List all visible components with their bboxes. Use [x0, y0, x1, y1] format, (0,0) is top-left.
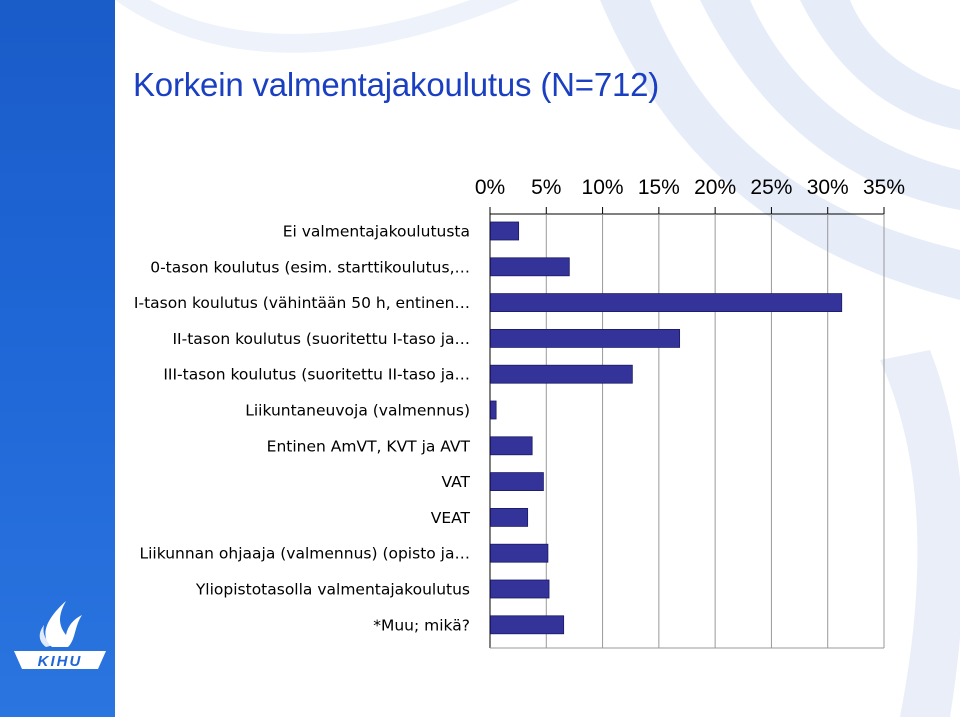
category-label-1: 0-tason koulutus (esim. starttikoulutus,…: [150, 258, 470, 276]
category-label-3: II-tason koulutus (suoritettu I-taso ja…: [172, 330, 470, 348]
category-label-8: VEAT: [431, 509, 471, 527]
bar-1: [490, 257, 570, 277]
grid-lines: [489, 213, 885, 649]
bar-6: [490, 436, 533, 456]
tick-label-0: 0%: [475, 176, 505, 199]
tick-label-10: 10%: [582, 176, 624, 199]
tick-label-15: 15%: [638, 176, 680, 199]
bar-4: [490, 364, 633, 384]
bar-11: [490, 615, 565, 635]
bar-7: [490, 472, 544, 492]
bar-2: [490, 293, 843, 313]
category-label-4: III-tason koulutus (suoritettu II-taso j…: [163, 366, 470, 384]
category-label-5: Liikuntaneuvoja (valmennus): [245, 402, 470, 420]
category-label-9: Liikunnan ohjaaja (valmennus) (opisto ja…: [139, 545, 470, 563]
category-label-0: Ei valmentajakoulutusta: [283, 223, 470, 241]
logo-text: KIHU: [38, 653, 83, 670]
bars: [490, 221, 843, 635]
left-blue-band: [0, 0, 115, 717]
category-label-6: Entinen AmVT, KVT ja AVT: [267, 437, 471, 455]
bar-3: [490, 328, 681, 348]
category-labels: Ei valmentajakoulutusta 0-tason koulutus …: [134, 223, 471, 635]
bar-10: [490, 579, 550, 599]
bar-5: [490, 400, 497, 420]
kihu-logo: KIHU: [14, 601, 106, 670]
x-axis-ticks: 0% 5% 10% 15% 20% 25% 30% 35%: [475, 176, 905, 214]
tick-label-35: 35%: [863, 176, 905, 199]
category-label-7: VAT: [442, 473, 471, 491]
bar-9: [490, 543, 549, 563]
bar-0: [490, 221, 520, 241]
chart-title: Korkein valmentajakoulutus (N=712): [133, 66, 660, 103]
tick-label-5: 5%: [531, 176, 561, 199]
logo-base-shape: [14, 651, 106, 669]
tick-label-30: 30%: [807, 176, 849, 199]
flame-icon: [39, 601, 82, 647]
category-label-2: I-tason koulutus (vähintään 50 h, entine…: [134, 294, 470, 312]
category-label-11: *Muu; mikä?: [373, 616, 470, 634]
tick-label-25: 25%: [750, 176, 792, 199]
tick-label-20: 20%: [694, 176, 736, 199]
category-label-10: Yliopistotasolla valmentajakoulutus: [195, 581, 470, 599]
bar-8: [490, 507, 529, 527]
